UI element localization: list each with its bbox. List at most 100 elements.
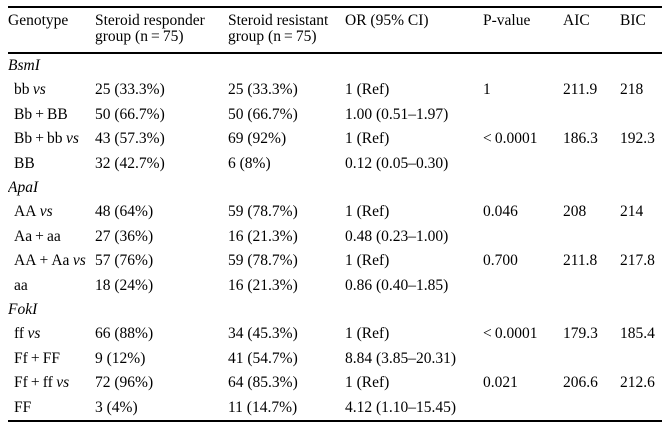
or-cell: 8.84 (3.85–20.31) — [345, 349, 457, 367]
table-row: aa 18 (24%) 16 (21.3%) 0.86 (0.40–1.85) — [8, 274, 662, 298]
resistant-cell: 59 (78.7%) — [228, 252, 298, 270]
resistant-cell: 16 (21.3%) — [228, 227, 298, 245]
column-header-p-value: P-value — [483, 7, 563, 54]
p-value-cell — [483, 103, 563, 127]
resistant-cell: 16 (21.3%) — [228, 276, 298, 294]
table-row: Aa + aa 27 (36%) 16 (21.3%) 0.48 (0.23–1… — [8, 225, 662, 249]
responder-cell: 72 (96%) — [95, 374, 154, 392]
responder-cell: 27 (36%) — [95, 227, 154, 245]
section-name: ApaI — [8, 179, 39, 197]
section-row-bsmi: BsmI — [8, 53, 662, 78]
vs-label: vs — [27, 325, 41, 343]
table-row: Ff + ff vs 72 (96%) 64 (85.3%) 1 (Ref) 0.… — [8, 371, 662, 395]
or-cell: 1 (Ref) — [345, 81, 390, 99]
p-value-cell: 0.021 — [483, 374, 518, 392]
p-value-cell: 1 — [483, 81, 491, 99]
section-row-foki: FokI — [8, 298, 662, 322]
p-value-cell — [483, 347, 563, 371]
genotype-cell: AA vs — [8, 200, 95, 224]
bic-cell — [620, 103, 662, 127]
p-value-cell — [483, 152, 563, 176]
aic-cell — [563, 347, 620, 371]
table-row: ff vs 66 (88%) 34 (45.3%) 1 (Ref) < 0.000… — [8, 322, 662, 346]
column-header-aic: AIC — [563, 7, 620, 54]
column-header-resistant-group: Steroid resistant group (n = 75) — [228, 7, 345, 54]
bic-cell — [620, 152, 662, 176]
genotype-label: FF — [14, 398, 32, 416]
genotype-cell: Ff + FF — [8, 347, 95, 371]
bic-cell — [620, 274, 662, 298]
genotype-association-table: Genotype Steroid responder group (n = 75… — [8, 6, 662, 422]
aic-cell: 208 — [563, 203, 587, 221]
aic-cell: 211.8 — [563, 252, 598, 270]
aic-cell: 179.3 — [563, 325, 598, 343]
responder-cell: 66 (88%) — [95, 325, 154, 343]
genotype-cell: Bb + bb vs — [8, 127, 95, 151]
or-cell: 0.12 (0.05–0.30) — [345, 154, 449, 172]
responder-cell: 48 (64%) — [95, 203, 154, 221]
responder-cell: 18 (24%) — [95, 276, 154, 294]
column-header-bic: BIC — [620, 7, 662, 54]
genotype-label: Ff + ff — [14, 374, 53, 392]
genotype-cell: FF — [8, 396, 95, 421]
genotype-label: aa — [14, 276, 28, 294]
vs-label: vs — [72, 252, 86, 270]
aic-cell — [563, 274, 620, 298]
bic-cell — [620, 347, 662, 371]
genotype-label: AA — [14, 203, 37, 221]
genotype-cell: Ff + ff vs — [8, 371, 95, 395]
responder-cell: 9 (12%) — [95, 349, 146, 367]
responder-cell: 3 (4%) — [95, 398, 138, 416]
section-row-apai: ApaI — [8, 176, 662, 200]
or-cell: 1 (Ref) — [345, 325, 390, 343]
genotype-label: ff — [14, 325, 25, 343]
bic-cell — [620, 396, 662, 421]
aic-cell — [563, 152, 620, 176]
table-row: FF 3 (4%) 11 (14.7%) 4.12 (1.10–15.45) — [8, 396, 662, 421]
genotype-label: Aa + aa — [14, 227, 61, 245]
responder-cell: 50 (66.7%) — [95, 105, 165, 123]
p-value-cell: < 0.0001 — [483, 325, 538, 343]
aic-cell — [563, 225, 620, 249]
bic-cell: 217.8 — [620, 252, 655, 270]
header-row: Genotype Steroid responder group (n = 75… — [8, 7, 662, 54]
genotype-cell: bb vs — [8, 78, 95, 102]
p-value-cell — [483, 225, 563, 249]
responder-cell: 32 (42.7%) — [95, 154, 165, 172]
resistant-cell: 25 (33.3%) — [228, 81, 298, 99]
bic-cell — [620, 225, 662, 249]
responder-cell: 57 (76%) — [95, 252, 154, 270]
genotype-cell: ff vs — [8, 322, 95, 346]
or-cell: 4.12 (1.10–15.45) — [345, 398, 457, 416]
responder-cell: 43 (57.3%) — [95, 130, 165, 148]
responder-cell: 25 (33.3%) — [95, 81, 165, 99]
column-header-responder-group: Steroid responder group (n = 75) — [95, 7, 228, 54]
section-name: FokI — [8, 301, 38, 319]
table-row: AA + Aa vs 57 (76%) 59 (78.7%) 1 (Ref) 0.… — [8, 249, 662, 273]
or-cell: 1 (Ref) — [345, 203, 390, 221]
genotype-cell: Aa + aa — [8, 225, 95, 249]
table-row: AA vs 48 (64%) 59 (78.7%) 1 (Ref) 0.046 2… — [8, 200, 662, 224]
vs-label: vs — [56, 374, 70, 392]
p-value-cell: 0.046 — [483, 203, 518, 221]
or-cell: 0.86 (0.40–1.85) — [345, 276, 449, 294]
bic-cell: 218 — [620, 81, 644, 99]
or-cell: 0.48 (0.23–1.00) — [345, 227, 449, 245]
table-row: Bb + BB 50 (66.7%) 50 (66.7%) 1.00 (0.51… — [8, 103, 662, 127]
bic-cell: 212.6 — [620, 374, 655, 392]
aic-cell: 211.9 — [563, 81, 598, 99]
resistant-cell: 50 (66.7%) — [228, 105, 298, 123]
genotype-label: Bb + bb — [14, 130, 63, 148]
or-cell: 1 (Ref) — [345, 252, 390, 270]
aic-cell: 206.6 — [563, 374, 598, 392]
resistant-cell: 6 (8%) — [228, 154, 271, 172]
resistant-cell: 11 (14.7%) — [228, 398, 298, 416]
column-header-genotype: Genotype — [8, 7, 95, 54]
aic-cell: 186.3 — [563, 130, 598, 148]
bic-cell: 185.4 — [620, 325, 655, 343]
vs-label: vs — [32, 81, 46, 99]
or-cell: 1 (Ref) — [345, 374, 390, 392]
genotype-label: AA + Aa — [14, 252, 70, 270]
or-cell: 1 (Ref) — [345, 130, 390, 148]
aic-cell — [563, 396, 620, 421]
